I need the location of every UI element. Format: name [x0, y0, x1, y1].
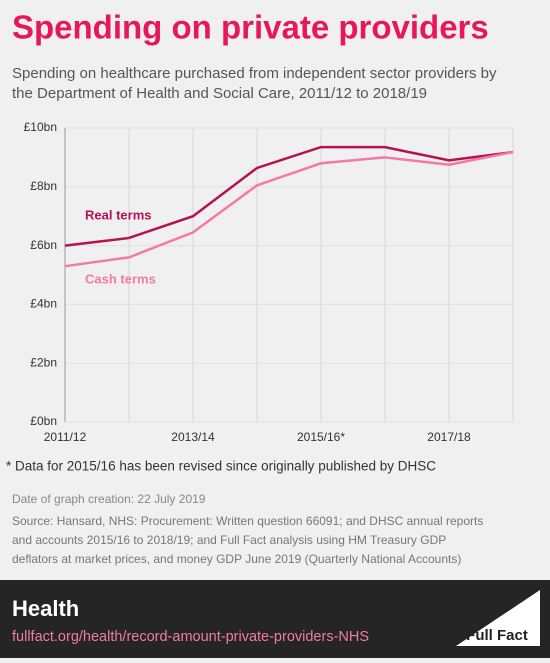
x-tick-label: 2011/12	[44, 430, 87, 444]
logo-shape	[456, 590, 540, 646]
footer-url[interactable]: fullfact.org/health/record-amount-privat…	[12, 629, 369, 645]
series-line	[64, 150, 514, 268]
y-tick-label: £0bn	[30, 414, 57, 428]
source: Source: Hansard, NHS: Procurement: Writt…	[12, 514, 483, 528]
y-tick-label: £8bn	[30, 179, 57, 193]
series-label: Cash terms	[85, 271, 156, 286]
logo-text: Full Fact	[466, 627, 528, 644]
x-tick-label: 2015/16*	[297, 430, 345, 444]
source: and accounts 2015/16 to 2018/19; and Ful…	[12, 533, 446, 547]
date: Date of graph creation: 22 July 2019	[12, 492, 206, 506]
chart-title: Spending on private providers	[12, 9, 489, 46]
footer-section: Health	[12, 596, 79, 621]
footnote: * Data for 2015/16 has been revised sinc…	[6, 459, 436, 474]
source: deflators at market prices, and money GD…	[12, 552, 461, 566]
y-tick-label: £4bn	[30, 297, 57, 311]
subtitle: Spending on healthcare purchased from in…	[12, 65, 497, 82]
y-tick-label: £10bn	[24, 120, 57, 134]
footer	[0, 580, 550, 658]
series-line	[64, 145, 514, 247]
subtitle: the Department of Health and Social Care…	[12, 85, 427, 102]
series-label: Real terms	[85, 207, 151, 222]
x-tick-label: 2013/14	[171, 430, 215, 444]
x-tick-label: 2017/18	[427, 430, 471, 444]
y-tick-label: £2bn	[30, 355, 57, 369]
y-tick-label: £6bn	[30, 238, 57, 252]
